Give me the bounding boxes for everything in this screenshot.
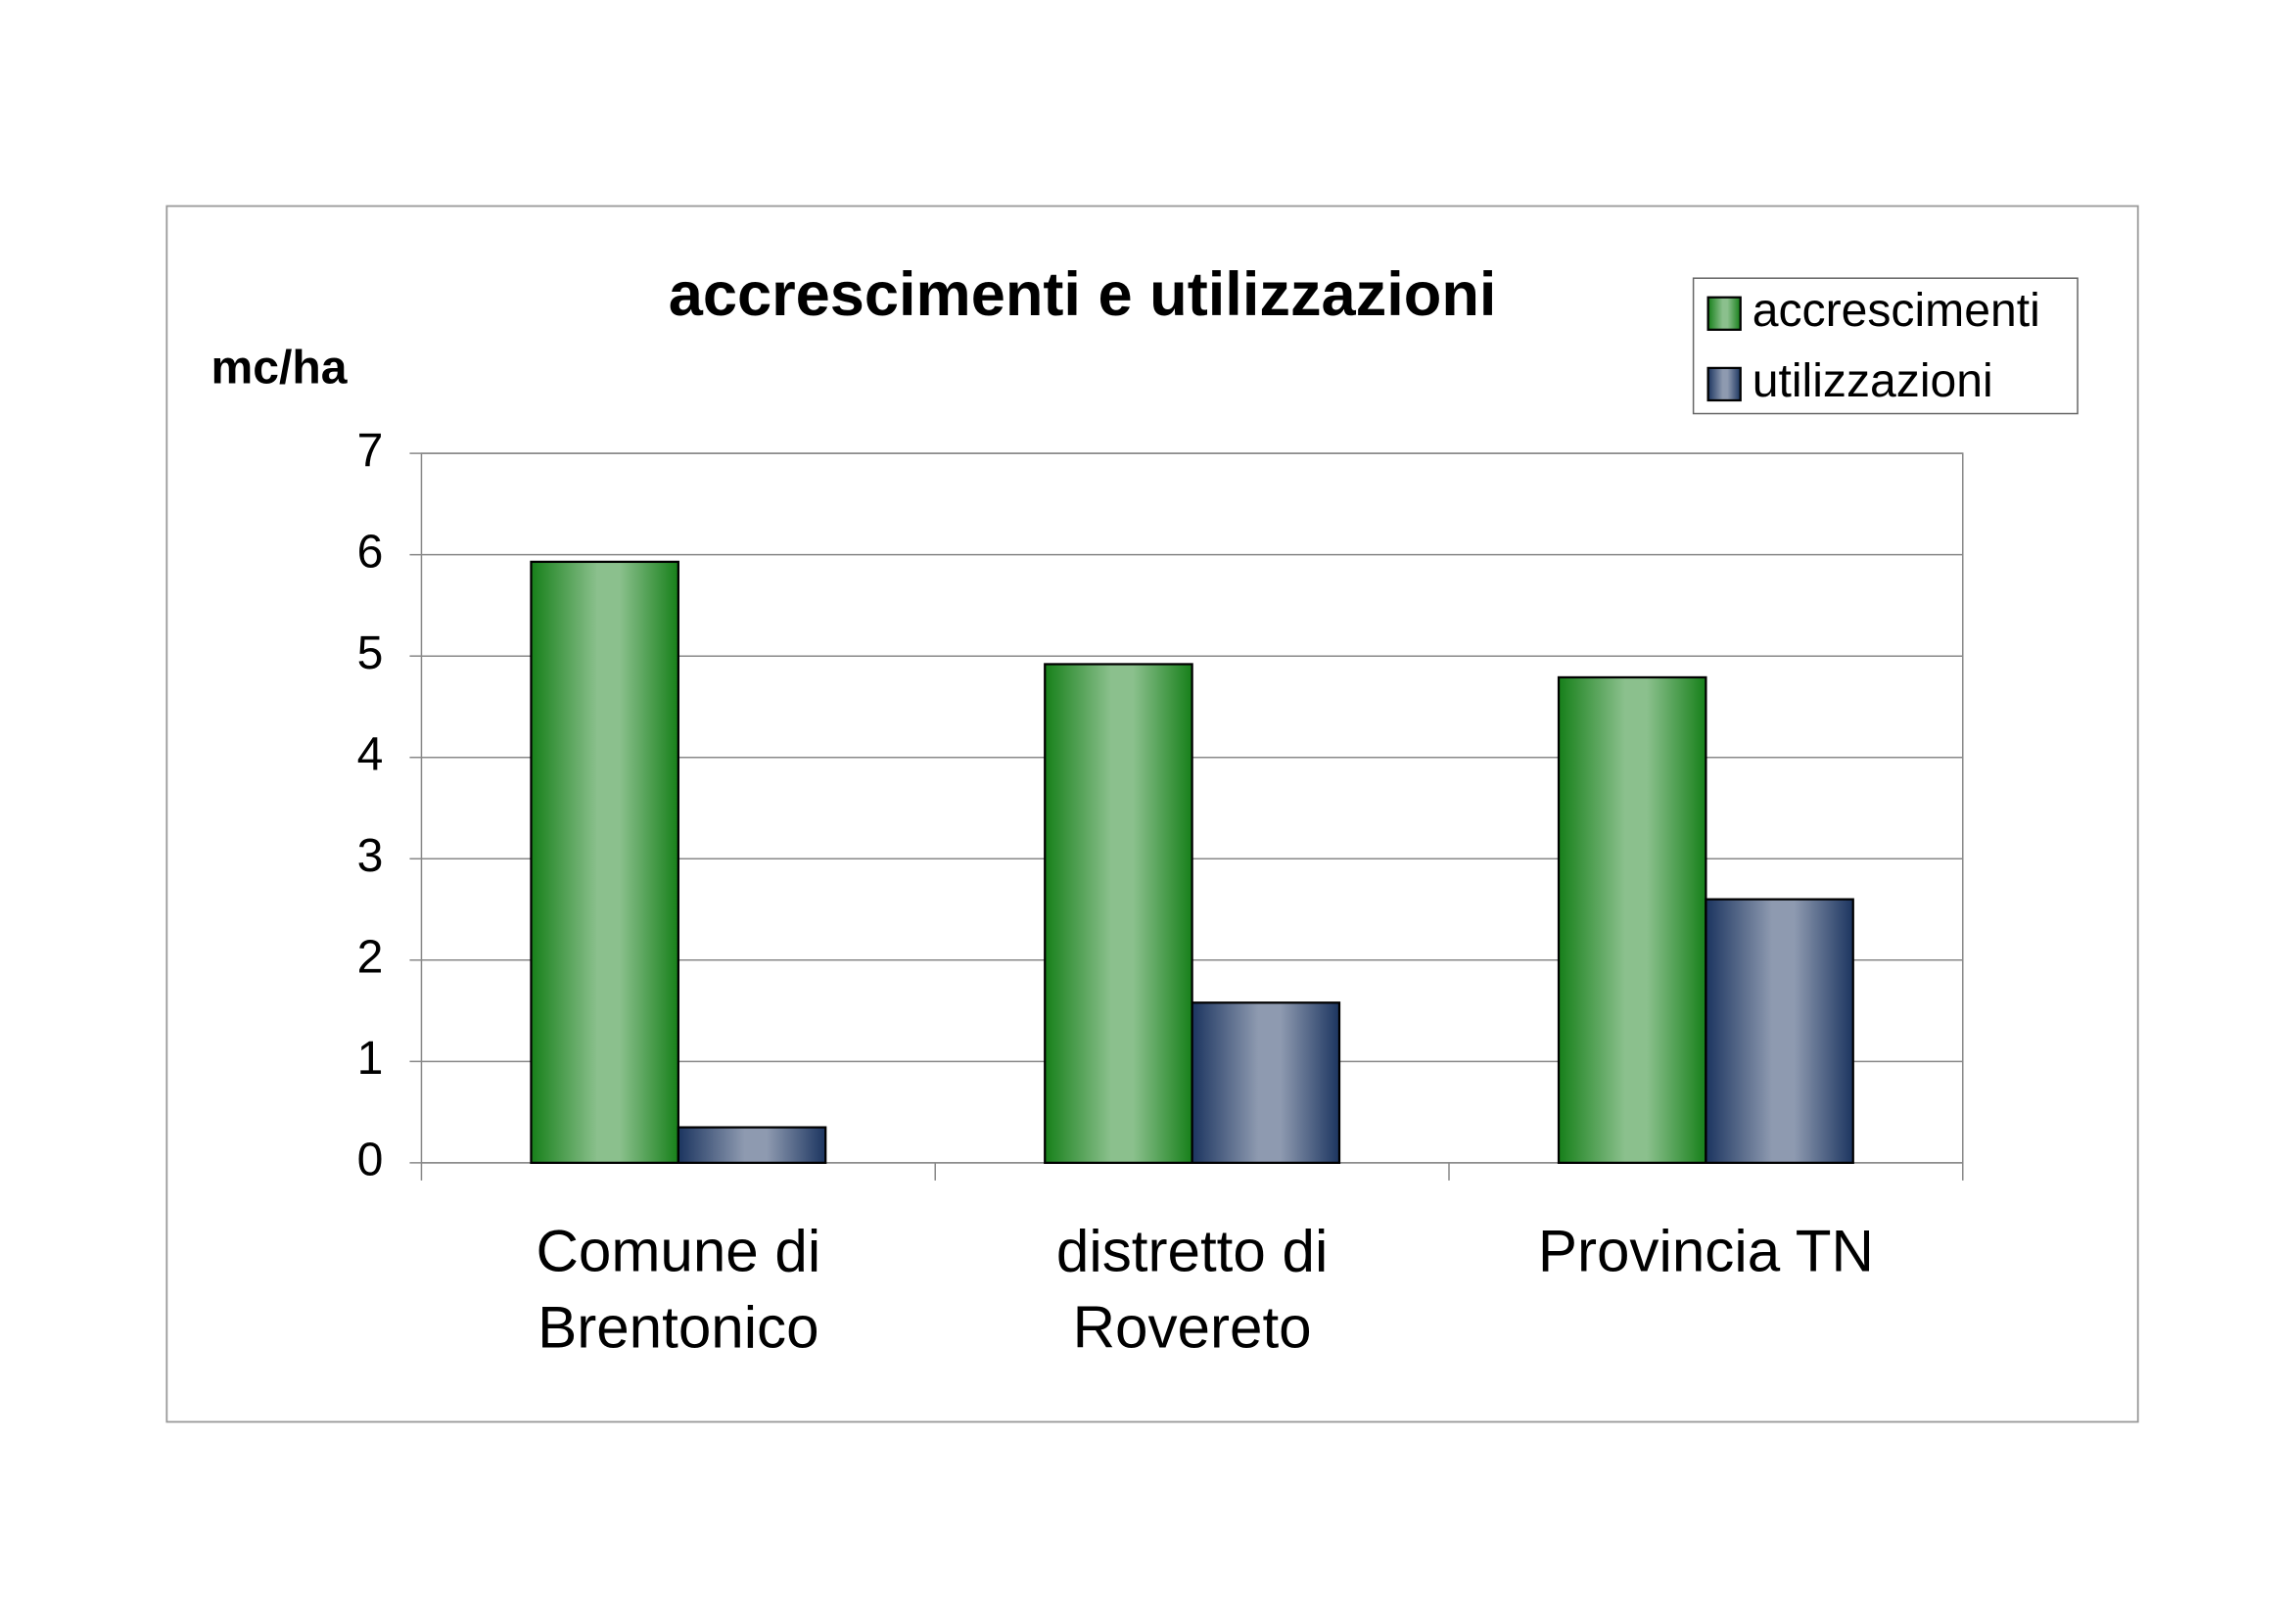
bar (677, 1126, 827, 1165)
x-tick-label: Brentonico (537, 1295, 818, 1361)
legend-box (1692, 277, 2079, 415)
legend-swatch (1706, 296, 1742, 331)
x-tick-label: Provincia TN (1538, 1218, 1874, 1283)
bar (1044, 663, 1193, 1165)
bar (1557, 675, 1707, 1165)
legend-swatch (1706, 366, 1742, 402)
y-tick-label: 4 (357, 727, 384, 780)
y-tick-label: 1 (357, 1032, 384, 1085)
x-tick-label: distretto di (1056, 1218, 1328, 1283)
y-tick-label: 0 (357, 1134, 384, 1186)
y-axis-label: mc/ha (210, 342, 348, 394)
bar (1191, 1001, 1341, 1165)
y-tick-label: 5 (357, 626, 384, 679)
x-tick-label: Rovereto (1073, 1295, 1312, 1361)
legend-label: accrescimenti (1753, 284, 2040, 337)
bar (530, 560, 679, 1165)
legend-label: utilizzazioni (1753, 354, 1993, 407)
bar (1705, 898, 1854, 1165)
y-tick-label: 6 (357, 525, 384, 578)
y-tick-label: 3 (357, 829, 384, 882)
x-tick-label: Comune di (536, 1218, 820, 1283)
y-tick-label: 2 (357, 931, 384, 984)
chart-title: accrescimenti e utilizzazioni (669, 260, 1497, 329)
y-tick-label: 7 (357, 424, 384, 477)
